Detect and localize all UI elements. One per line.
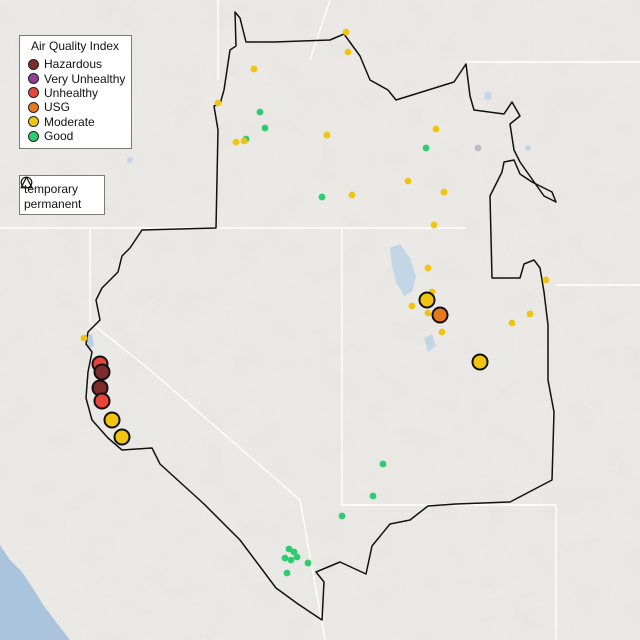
monitor-marker-moderate[interactable] [103, 411, 121, 429]
monitor-marker-moderate[interactable] [342, 28, 350, 36]
legend-label: permanent [24, 196, 82, 211]
region-outline [85, 11, 557, 621]
great-salt-lake [390, 244, 416, 296]
legend-label: Good [44, 129, 74, 144]
monitor-marker-moderate[interactable] [344, 48, 352, 56]
monitor-marker-moderate[interactable] [408, 302, 416, 310]
good-swatch-icon [28, 130, 39, 142]
legend-label: USG [44, 100, 71, 115]
monitor-marker-moderate[interactable] [432, 125, 440, 133]
pacific-ocean [0, 545, 70, 640]
lake-small-1 [484, 92, 492, 100]
monitor-marker-good[interactable] [369, 492, 377, 500]
monitor-marker-moderate[interactable] [438, 328, 446, 336]
lake-small-2 [525, 145, 531, 151]
monitor-marker-usg[interactable] [474, 144, 482, 152]
monitor-marker-moderate[interactable] [232, 138, 240, 146]
legend-label: Hazardous [44, 57, 103, 72]
monitor-marker-good[interactable] [318, 193, 326, 201]
legend-title: Air Quality Index [31, 39, 120, 53]
monitor-marker-good[interactable] [422, 144, 430, 152]
hazardous-swatch-icon [28, 58, 39, 70]
monitor-marker-good[interactable] [379, 460, 387, 468]
monitor-marker-moderate[interactable] [508, 319, 516, 327]
unhealthy-swatch-icon [28, 87, 39, 99]
monitor-marker-good[interactable] [290, 548, 298, 556]
legend-item-unhealthy: Unhealthy [28, 86, 131, 100]
monitor-marker-good[interactable] [304, 559, 312, 567]
monitor-marker-moderate[interactable] [323, 131, 331, 139]
lake-small-3 [127, 157, 133, 163]
legend-label: Moderate [44, 114, 95, 129]
legend-item-permanent: permanent [20, 176, 104, 211]
monitor-marker-moderate[interactable] [418, 291, 436, 309]
monitor-marker-unhealthy[interactable] [93, 392, 111, 410]
monitor-marker-good[interactable] [283, 569, 291, 577]
monitor-marker-good[interactable] [293, 553, 301, 561]
monitor-marker-moderate[interactable] [424, 264, 432, 272]
very-unhealthy-swatch-icon [28, 73, 39, 85]
moderate-swatch-icon [28, 116, 39, 128]
monitor-marker-moderate[interactable] [471, 353, 489, 371]
monitor-marker-good[interactable] [281, 554, 289, 562]
monitor-marker-moderate[interactable] [424, 309, 432, 317]
legend-item-very-unhealthy: Very Unhealthy [28, 71, 131, 86]
monitor-marker-moderate[interactable] [250, 65, 258, 73]
monitor-marker-moderate[interactable] [526, 310, 534, 318]
legend-label: Very Unhealthy [44, 71, 126, 86]
legend-label: Unhealthy [44, 85, 99, 100]
monitor-marker-moderate[interactable] [430, 221, 438, 229]
monitor-marker-moderate[interactable] [113, 428, 131, 446]
triangle-icon [20, 176, 33, 189]
legend-item-temporary: temporary [20, 176, 104, 196]
monitor-marker-moderate[interactable] [240, 137, 248, 145]
monitor-marker-moderate[interactable] [404, 177, 412, 185]
legend-item-good: Good [28, 129, 131, 143]
legend-item-moderate: Moderate [28, 115, 131, 129]
monitor-marker-usg[interactable] [431, 306, 449, 324]
monitor-marker-good[interactable] [287, 556, 295, 564]
monitor-marker-moderate[interactable] [80, 334, 88, 342]
monitor-marker-moderate[interactable] [348, 191, 356, 199]
utah-lake [424, 334, 436, 352]
monitor-marker-moderate[interactable] [542, 276, 550, 284]
monitor-markers [80, 28, 550, 577]
monitor-marker-hazardous[interactable] [93, 363, 111, 381]
lake-tahoe [86, 334, 94, 348]
monitor-marker-good[interactable] [256, 108, 264, 116]
monitor-marker-moderate[interactable] [440, 188, 448, 196]
monitor-marker-moderate[interactable] [214, 99, 222, 107]
legend-item-hazardous: Hazardous [28, 57, 131, 71]
monitor-type-legend: temporary permanent [19, 175, 105, 215]
monitor-marker-good[interactable] [261, 124, 269, 132]
legend-item-usg: USG [28, 100, 131, 114]
monitor-marker-good[interactable] [285, 545, 293, 553]
legend-label: temporary [24, 181, 79, 196]
aqi-legend: Air Quality Index Hazardous Very Unhealt… [19, 35, 132, 149]
monitor-marker-good[interactable] [338, 512, 346, 520]
usg-swatch-icon [28, 101, 39, 113]
